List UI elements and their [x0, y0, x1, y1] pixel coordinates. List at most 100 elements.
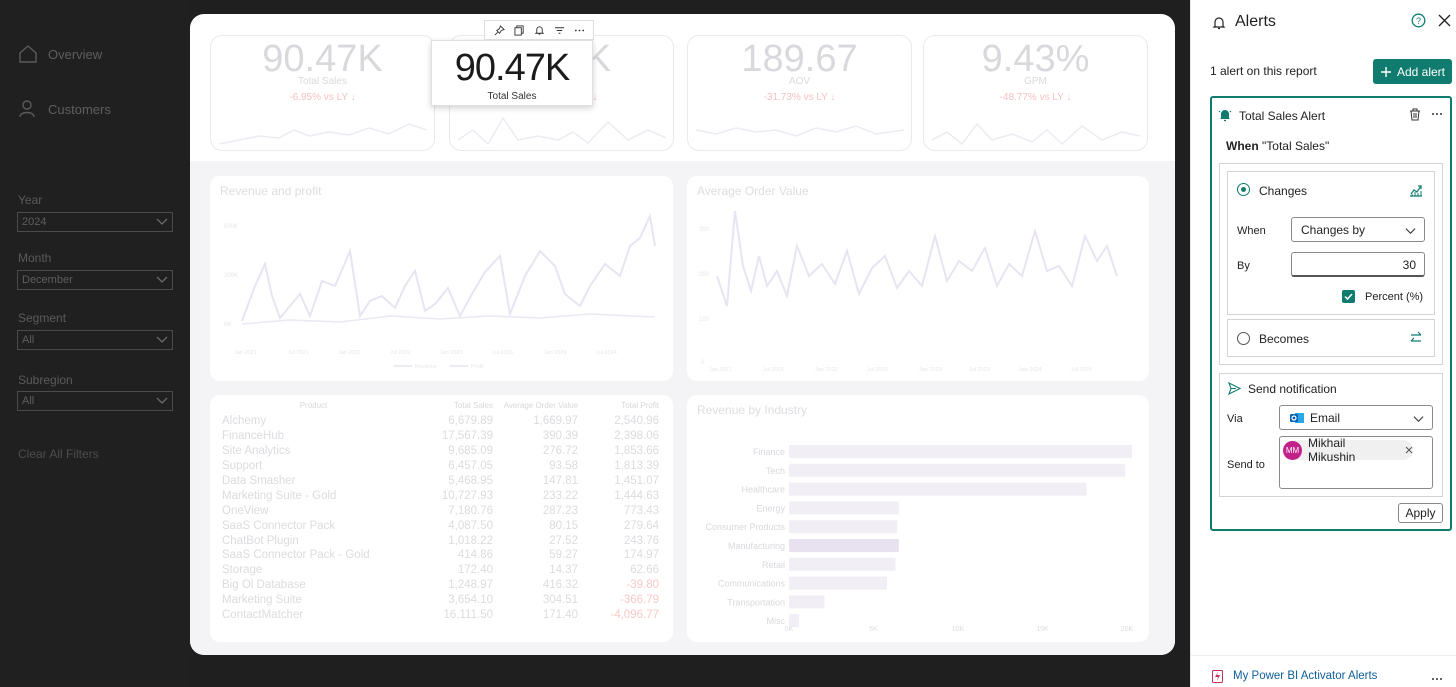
help-icon[interactable]: ?: [1411, 13, 1426, 28]
via-dropdown[interactable]: Email: [1279, 405, 1433, 430]
nav-overview[interactable]: Overview: [18, 44, 102, 64]
footer-divider: [1191, 655, 1456, 656]
table-cell: 1,813.39: [614, 460, 659, 473]
nav-customers[interactable]: Customers: [18, 99, 111, 119]
table-cell: 287.23: [542, 504, 578, 517]
x-tick: Jul 2024: [1071, 367, 1092, 373]
month-slicer[interactable]: December: [17, 270, 173, 290]
nav-overview-label: Overview: [48, 46, 103, 62]
table-row[interactable]: ChatBot Plugin 1,018.22 27.52 243.76: [222, 533, 659, 548]
total-sales-card-focused[interactable]: 90.47K Total Sales: [431, 40, 593, 106]
bar[interactable]: [789, 595, 825, 609]
table-row[interactable]: Site Analytics 9,685.09 276.72 1,853.66: [222, 444, 659, 459]
table-row[interactable]: Support 6,457.05 93.58 1,813.39: [222, 459, 659, 474]
segment-slicer[interactable]: All: [17, 330, 173, 350]
aov-chart[interactable]: Average Order Value 300 200 100 0 Jan 20…: [687, 176, 1149, 381]
send-icon: [1228, 382, 1241, 395]
changes-radio[interactable]: [1237, 183, 1250, 196]
bar[interactable]: [789, 614, 800, 628]
revenue-by-industry-chart[interactable]: Revenue by Industry Finance Tech Healthcar…: [687, 395, 1149, 642]
alert-card: Total Sales Alert When "Total Sales" Cha…: [1210, 96, 1452, 531]
send-notification-label: Send notification: [1248, 382, 1337, 396]
apply-button[interactable]: Apply: [1398, 503, 1443, 523]
becomes-radio[interactable]: [1237, 332, 1250, 345]
pin-icon[interactable]: [493, 24, 505, 36]
kpi-card-gpm[interactable]: 9.43% GPM -48.77% vs LY ↓: [923, 35, 1148, 151]
kpi-card-total-sales[interactable]: 90.47K Total Sales -6.95% vs LY ↓: [210, 35, 435, 151]
bar[interactable]: [789, 557, 896, 571]
add-alert-button[interactable]: Add alert: [1373, 59, 1452, 84]
bar[interactable]: [789, 576, 888, 590]
column-header[interactable]: Product: [299, 401, 328, 410]
trash-icon[interactable]: [1409, 108, 1421, 121]
more-icon[interactable]: [1431, 673, 1443, 685]
table-row[interactable]: SaaS Connector Pack - Gold 414.86 59.27 174…: [222, 548, 659, 563]
table-row[interactable]: Marketing Suite - Gold 10,727.93 233.22 1,4…: [222, 488, 659, 503]
table-row[interactable]: FinanceHub 17,567.39 390.39 2,398.06: [222, 429, 659, 444]
close-icon[interactable]: [1438, 14, 1451, 27]
copy-icon[interactable]: [513, 24, 525, 36]
bar[interactable]: [789, 482, 1087, 496]
table-cell: 416.32: [542, 579, 578, 592]
x-tick: Jan 2022: [338, 350, 361, 356]
table-row[interactable]: Storage 172.40 14.37 62.66: [222, 563, 659, 578]
subregion-value: All: [22, 395, 35, 407]
bar[interactable]: [789, 539, 899, 552]
table-row[interactable]: ContactMatcher 16,111.50 171.40 -4,096.77: [222, 608, 659, 623]
changes-by-value: Changes by: [1301, 223, 1366, 237]
x-tick: 0K: [785, 626, 794, 633]
table-row[interactable]: SaaS Connector Pack 4,087.50 80.15 279.64: [222, 518, 659, 533]
table-cell: 304.51: [542, 594, 578, 607]
category-label: Misc: [767, 616, 786, 626]
table-cell: 17,567.39: [441, 430, 493, 443]
column-header[interactable]: Total Sales: [453, 401, 493, 410]
filter-icon[interactable]: [553, 24, 565, 36]
column-header[interactable]: Total Profit: [621, 401, 659, 410]
table-cell: 390.39: [542, 430, 578, 443]
category-label: Energy: [756, 503, 785, 513]
bar[interactable]: [789, 445, 1133, 458]
table-row[interactable]: Marketing Suite 3,654.10 304.51 -366.79: [222, 593, 659, 608]
x-tick: Jul 2023: [969, 367, 990, 373]
x-tick: 15K: [1036, 626, 1049, 633]
table-cell: 279.64: [623, 519, 659, 532]
remove-recipient-icon[interactable]: [1405, 446, 1413, 454]
kpi-card-aov[interactable]: 189.67 AOV -31.73% vs LY ↓: [687, 35, 912, 151]
clear-filters-button[interactable]: Clear All Filters: [18, 447, 99, 461]
table-row[interactable]: Big Ol Database 1,248.97 416.32 -39.80: [222, 578, 659, 593]
product-table-visual[interactable]: Product Total Sales Average Order Value …: [210, 395, 673, 642]
column-header[interactable]: Average Order Value: [503, 401, 578, 410]
table-cell: 10,727.93: [441, 489, 493, 502]
more-icon[interactable]: [573, 24, 585, 36]
changes-by-dropdown[interactable]: Changes by: [1291, 217, 1425, 242]
changes-option-box: Changes When Changes by By 30 Percent (%…: [1227, 171, 1435, 315]
table-row[interactable]: Data Smasher 5,468.95 147.81 1,451.07: [222, 474, 659, 489]
table-cell: 1,451.07: [614, 475, 659, 487]
table-cell: FinanceHub: [222, 430, 285, 443]
table-cell: 6,457.05: [448, 460, 493, 473]
by-value-input[interactable]: 30: [1291, 252, 1425, 277]
table-cell: 6,679.89: [448, 415, 493, 428]
bell-icon: [1212, 17, 1226, 30]
table-row[interactable]: OneView 7,180.76 287.23 773.43: [222, 503, 659, 518]
year-value: 2024: [22, 216, 47, 228]
bar[interactable]: [789, 520, 898, 534]
category-label: Tech: [766, 466, 785, 476]
bar[interactable]: [789, 501, 899, 515]
table-cell: 1,853.66: [614, 445, 659, 458]
x-tick: Jan 2024: [544, 350, 567, 356]
subregion-slicer[interactable]: All: [17, 391, 173, 411]
activator-alerts-link[interactable]: My Power BI Activator Alerts: [1233, 670, 1378, 682]
revenue-profit-chart[interactable]: Revenue and profit 500K 200K 0K Jan 2021…: [210, 176, 673, 381]
table-cell: 14.37: [549, 564, 578, 577]
more-icon[interactable]: [1431, 108, 1443, 120]
bell-icon[interactable]: [533, 24, 545, 36]
send-to-field[interactable]: MM Mikhail Mikushin: [1279, 436, 1433, 489]
bar[interactable]: [789, 463, 1126, 477]
table-row[interactable]: Alchemy 6,679.89 1,669.97 2,540.96: [222, 414, 659, 429]
recipient-chip[interactable]: MM Mikhail Mikushin: [1283, 436, 1413, 464]
x-tick: Jan 2022: [815, 367, 838, 373]
kpi-name: Total Sales: [298, 76, 347, 87]
year-slicer[interactable]: 2024: [17, 212, 173, 232]
percent-checkbox[interactable]: [1342, 290, 1355, 303]
